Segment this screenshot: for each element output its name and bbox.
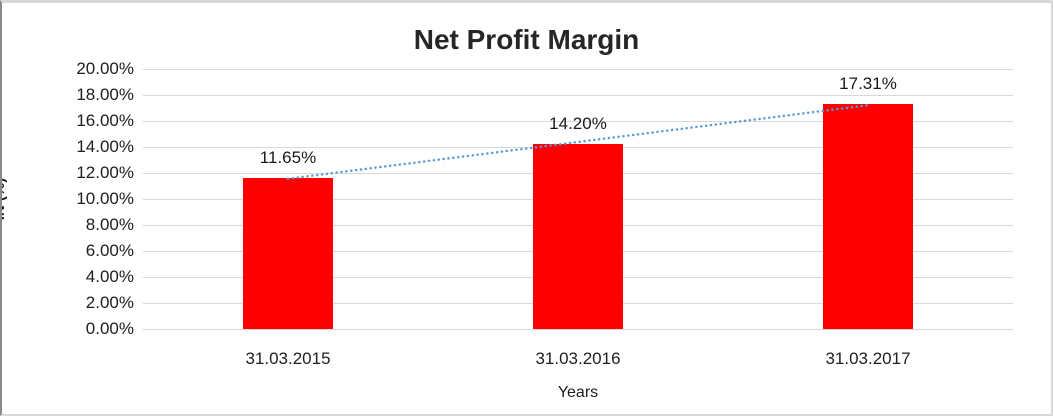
- bar-31.03.2016: [533, 144, 623, 329]
- chart-title: Net Profit Margin: [413, 24, 640, 55]
- data-label: 11.65%: [259, 147, 317, 167]
- y-tick-label: 14.00%: [76, 137, 134, 156]
- y-tick-label: 0.00%: [85, 319, 134, 338]
- gridline: [143, 69, 1013, 70]
- y-tick-label: 10.00%: [76, 189, 134, 208]
- gridline: [143, 121, 1013, 122]
- bar-31.03.2017: [823, 103, 913, 329]
- x-tick-label: 31.03.2017: [825, 349, 911, 368]
- x-tick-label: 31.03.2015: [245, 349, 331, 368]
- gridline: [143, 329, 1013, 330]
- x-tick-label: 31.03.2016: [535, 349, 621, 368]
- y-tick-label: 16.00%: [76, 111, 134, 130]
- y-tick-label: 12.00%: [76, 163, 134, 182]
- data-label: 17.31%: [839, 73, 897, 93]
- y-tick-label: 18.00%: [76, 85, 134, 104]
- x-axis-title: Years: [557, 384, 599, 401]
- y-tick-label: 6.00%: [85, 241, 134, 260]
- y-tick-label: 8.00%: [85, 215, 134, 234]
- data-label: 14.20%: [549, 114, 607, 134]
- y-tick-label: 4.00%: [85, 267, 134, 286]
- y-tick-label: 2.00%: [85, 293, 134, 312]
- y-tick-label: 20.00%: [76, 59, 134, 78]
- gridline: [143, 95, 1013, 96]
- bar-31.03.2015: [243, 177, 333, 329]
